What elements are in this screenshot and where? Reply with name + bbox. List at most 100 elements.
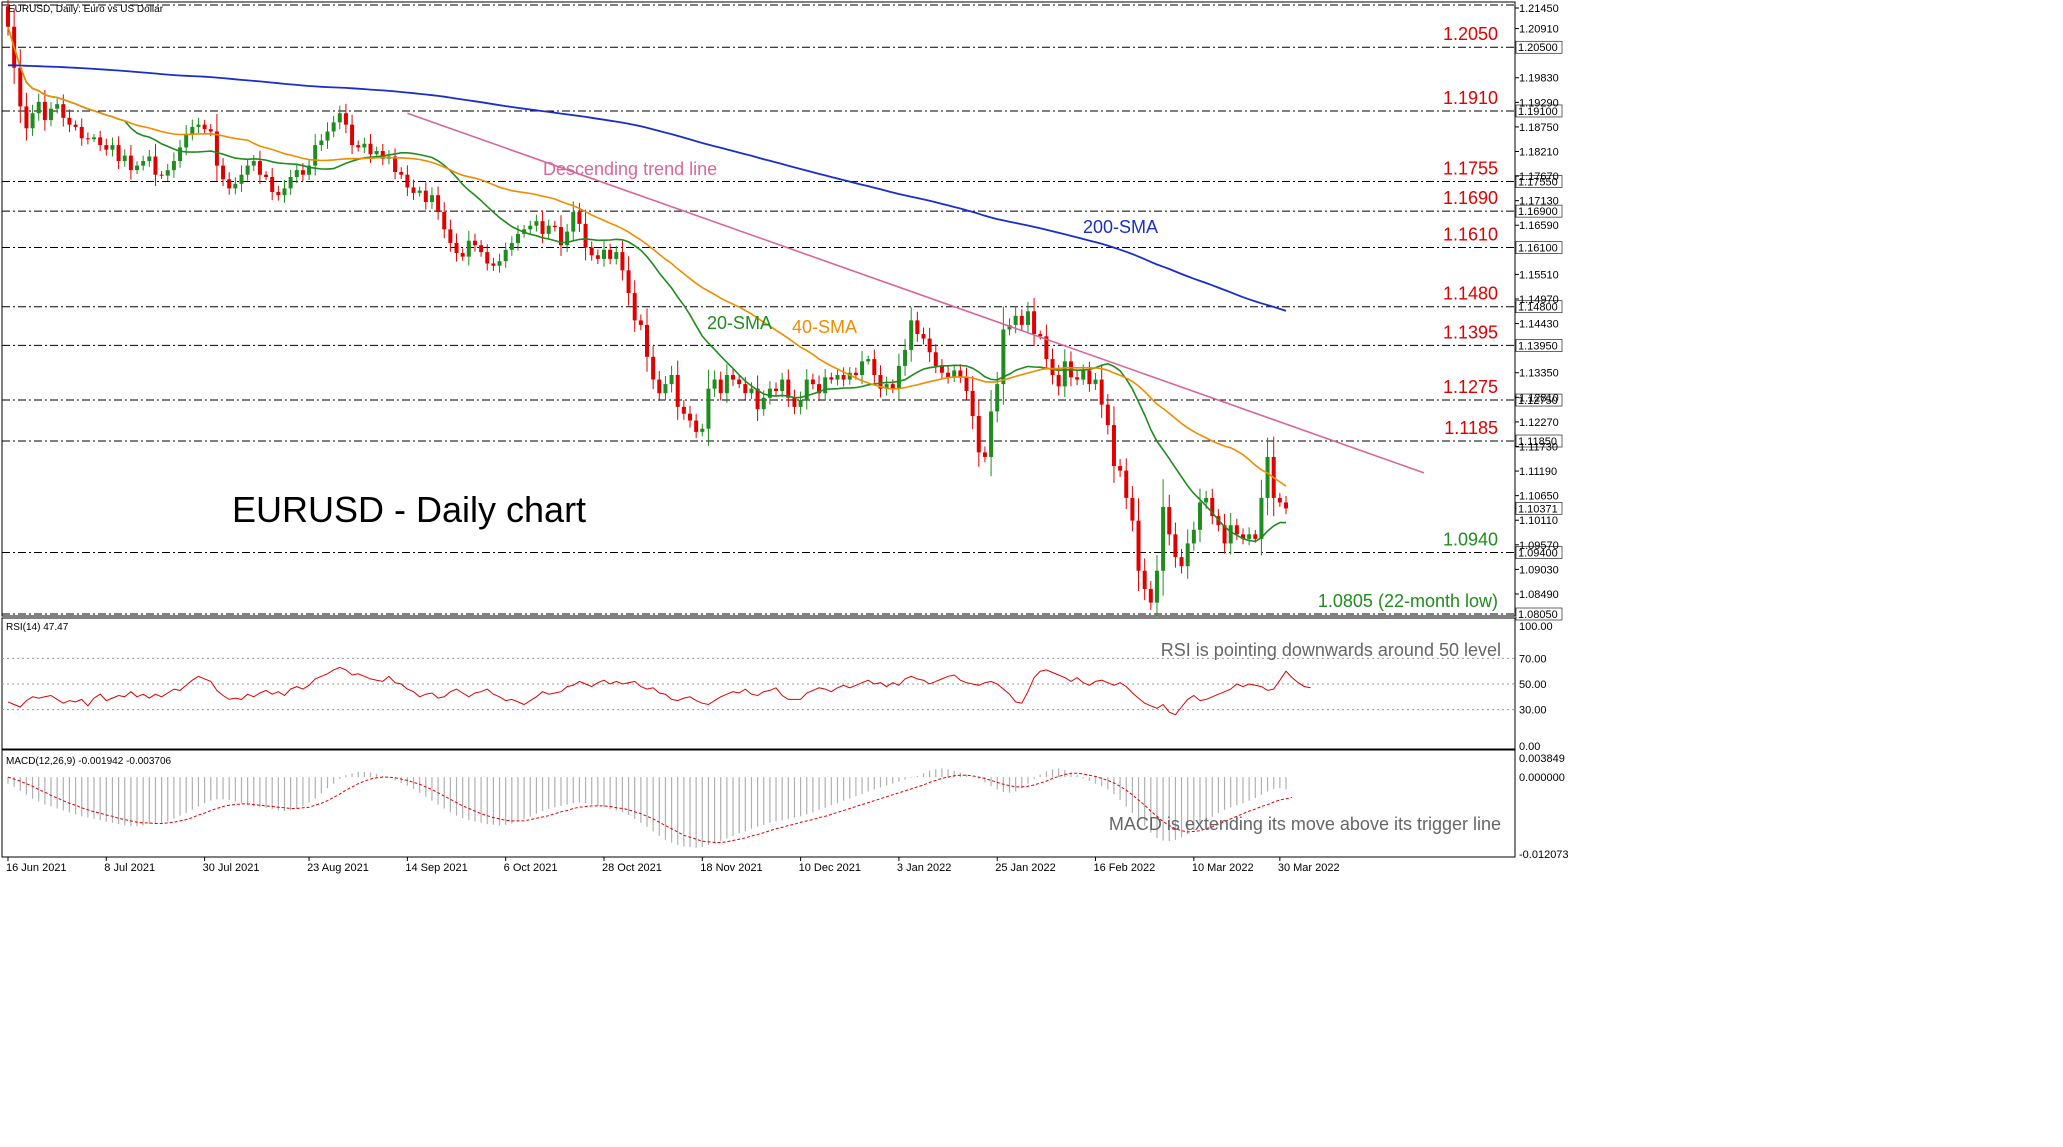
x-tick-label: 23 Aug 2021 xyxy=(307,862,369,874)
candle-body xyxy=(1019,315,1024,325)
x-tick-label: 28 Oct 2021 xyxy=(602,862,662,874)
level-tag: 1.14800 xyxy=(1518,302,1558,314)
sma40-line xyxy=(7,26,1287,487)
candle-body xyxy=(694,420,699,432)
candle-body xyxy=(30,113,35,129)
candle-body xyxy=(645,324,649,357)
candle-body xyxy=(42,101,47,121)
candle-body xyxy=(92,137,97,140)
level-label: 1.1185 xyxy=(1444,418,1498,438)
candle-body xyxy=(995,384,1000,412)
level-tag-box xyxy=(1515,339,1563,352)
candle-body xyxy=(411,187,416,193)
candle-body xyxy=(552,225,557,228)
candle-body xyxy=(141,161,146,166)
price-panel-title: EURUSD, Daily: Euro vs US Dollar xyxy=(8,4,164,15)
candle-body xyxy=(1081,370,1086,380)
price-tick-label: 1.20910 xyxy=(1519,24,1559,36)
candle-body xyxy=(221,165,226,180)
candle-body xyxy=(1044,336,1049,360)
macd-tick-label: 0.003849 xyxy=(1519,753,1565,765)
x-axis: 16 Jun 2021 8 Jul 2021 30 Jul 2021 23 Aug 2… xyxy=(6,857,1340,874)
rsi-title: RSI(14) 47.47 xyxy=(6,622,69,633)
candle-body xyxy=(792,397,797,407)
candle-body xyxy=(903,349,908,366)
candle-body xyxy=(1197,502,1202,530)
candle-body xyxy=(620,252,625,271)
candle-body xyxy=(190,126,195,134)
candle-body xyxy=(116,145,121,162)
sma200-label: 200-SMA xyxy=(1083,217,1158,237)
level-tag-box xyxy=(1515,241,1563,254)
candle-body xyxy=(810,379,815,385)
candle-body xyxy=(313,145,318,166)
last-price-label: 1.10371 xyxy=(1518,503,1558,515)
candle-body xyxy=(251,161,256,166)
candle-body xyxy=(804,379,809,401)
candle-body xyxy=(423,190,428,203)
candle-body xyxy=(761,397,766,410)
candle-body xyxy=(1265,456,1270,498)
candle-body xyxy=(1185,543,1190,567)
candle-body xyxy=(1075,377,1080,380)
horizontal-levels: 1.2050 1.1910 1.1755 1.1690 1.1610 1.1480 1.13… xyxy=(2,4,1515,615)
panel-frame-2 xyxy=(1,749,1516,858)
candle-body xyxy=(202,124,207,130)
x-tick-label: 8 Jul 2021 xyxy=(104,862,155,874)
candle-body xyxy=(743,384,748,394)
candle-body xyxy=(1032,311,1037,335)
sma200-line xyxy=(8,64,1287,312)
candle-body xyxy=(276,192,281,196)
candle-body xyxy=(104,145,109,150)
candle-body xyxy=(835,375,840,380)
x-tick-label: 25 Jan 2022 xyxy=(995,862,1056,874)
candle-body xyxy=(337,113,342,123)
rsi-panel: RSI(14) 47.47 100.00 70.00 50.00 30.00 0.00 RS… xyxy=(2,621,1553,753)
candle-body xyxy=(368,143,373,155)
moving-averages xyxy=(7,26,1287,543)
candle-body xyxy=(380,151,385,159)
level-tag-box xyxy=(1515,300,1563,314)
candle-body xyxy=(798,400,803,407)
candle-body xyxy=(1013,315,1018,325)
candle-body xyxy=(651,356,656,380)
candle-body xyxy=(472,240,477,246)
candle-body xyxy=(485,252,490,264)
candle-body xyxy=(952,370,957,378)
level-tag-box xyxy=(1515,546,1563,559)
level-label: 1.2050 xyxy=(1443,24,1498,44)
macd-title: MACD(12,26,9) -0.001942 -0.003706 xyxy=(6,756,172,767)
candle-body xyxy=(1038,334,1043,337)
candle-body xyxy=(245,165,250,175)
price-tick-label: 1.10650 xyxy=(1519,491,1559,503)
price-tick-label: 1.13350 xyxy=(1519,368,1559,380)
candle-body xyxy=(257,161,262,175)
candle-body xyxy=(61,104,66,118)
level-label: 1.1910 xyxy=(1443,88,1498,108)
candle-body xyxy=(829,377,834,380)
candle-body xyxy=(1222,525,1227,544)
sma40-label: 40-SMA xyxy=(792,317,857,337)
candle-body xyxy=(749,388,754,394)
candle-body xyxy=(534,221,539,226)
level-label: 1.1690 xyxy=(1443,188,1498,208)
candle-body xyxy=(724,375,729,394)
level-tag: 1.09400 xyxy=(1518,548,1558,560)
candle-body xyxy=(1154,570,1159,603)
price-tick-label: 1.19830 xyxy=(1519,73,1559,85)
candle-body xyxy=(1228,525,1233,544)
candle-body xyxy=(1130,497,1135,521)
candle-body xyxy=(1118,466,1123,471)
candle-body xyxy=(147,156,152,162)
level-label: 1.0805 (22-month low) xyxy=(1318,591,1498,611)
candle-body xyxy=(208,129,213,132)
candle-body xyxy=(657,379,662,394)
candle-body xyxy=(700,428,705,432)
candle-body xyxy=(1136,520,1141,571)
candle-body xyxy=(288,176,293,189)
level-tag-box xyxy=(1515,204,1563,218)
candle-body xyxy=(436,195,441,213)
candle-body xyxy=(1062,361,1067,387)
candle-body xyxy=(976,415,981,453)
candle-body xyxy=(110,145,115,150)
